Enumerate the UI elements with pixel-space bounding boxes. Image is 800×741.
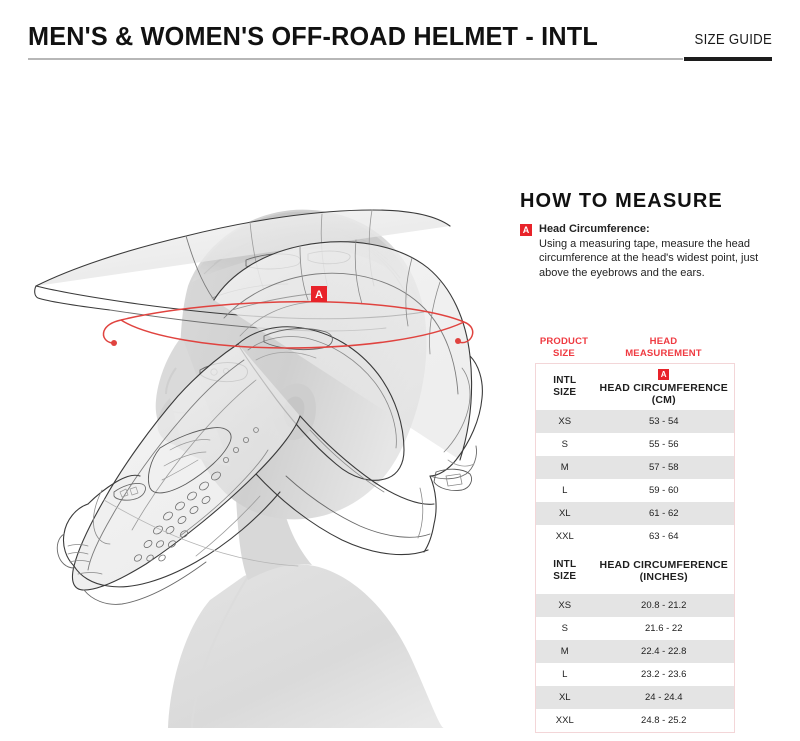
header-intl-size-inches: INTL SIZE xyxy=(535,548,594,594)
cell-value: 59 - 60 xyxy=(593,479,735,502)
measure-item-head-circumference: A Head Circumference: Using a measuring … xyxy=(520,222,785,280)
super-header-head-measurement: HEAD MEASUREMENT xyxy=(625,336,702,359)
measure-item-description: Using a measuring tape, measure the head… xyxy=(539,237,759,279)
cell-size: M xyxy=(535,456,594,479)
table-super-headers: PRODUCT SIZE HEAD MEASUREMENT xyxy=(535,336,734,363)
badge-a-icon-table: A xyxy=(658,369,670,380)
page-header: MEN'S & WOMEN'S OFF-ROAD HELMET - INTL S… xyxy=(0,0,800,68)
cell-value: 21.6 - 22 xyxy=(593,617,735,640)
cell-value: 24.8 - 25.2 xyxy=(593,709,735,733)
table-row: XXL 24.8 - 25.2 xyxy=(535,709,735,733)
cell-size: XXL xyxy=(535,709,594,733)
marker-a-badge: A xyxy=(311,286,327,302)
cell-value: 55 - 56 xyxy=(593,433,735,456)
cell-size: S xyxy=(535,433,594,456)
size-chart: PRODUCT SIZE HEAD MEASUREMENT INTL SIZE … xyxy=(535,336,735,733)
cell-value: 61 - 62 xyxy=(593,502,735,525)
table-row: XXL 63 - 64 xyxy=(535,525,735,548)
cell-value: 57 - 58 xyxy=(593,456,735,479)
size-table-body: INTL SIZE A HEAD CIRCUMFERENCE (CM) XS 5… xyxy=(535,363,735,733)
marker-a-label: A xyxy=(315,289,323,301)
table-row: M 22.4 - 22.8 xyxy=(535,640,735,663)
header-head-circumference-cm: A HEAD CIRCUMFERENCE (CM) xyxy=(593,363,735,410)
table-row: M 57 - 58 xyxy=(535,456,735,479)
table-row: XS 20.8 - 21.2 xyxy=(535,594,735,617)
header-divider-light xyxy=(28,58,683,60)
table-row: XS 53 - 54 xyxy=(535,410,735,433)
cell-value: 22.4 - 22.8 xyxy=(593,640,735,663)
cell-value: 24 - 24.4 xyxy=(593,686,735,709)
cell-value: 53 - 54 xyxy=(593,410,735,433)
helmet-illustration: A xyxy=(0,68,510,728)
cell-size: L xyxy=(535,479,594,502)
table-row: S 21.6 - 22 xyxy=(535,617,735,640)
cell-size: M xyxy=(535,640,594,663)
table-header-row-inches: INTL SIZE HEAD CIRCUMFERENCE (INCHES) xyxy=(535,548,735,594)
table-row: XL 61 - 62 xyxy=(535,502,735,525)
table-header-row-cm: INTL SIZE A HEAD CIRCUMFERENCE (CM) xyxy=(535,363,735,410)
table-row: L 59 - 60 xyxy=(535,479,735,502)
table-row: L 23.2 - 23.6 xyxy=(535,663,735,686)
super-header-product-size: PRODUCT SIZE xyxy=(539,336,589,359)
header-intl-size-cm: INTL SIZE xyxy=(535,363,594,410)
badge-a-icon: A xyxy=(520,224,532,236)
cell-value: 63 - 64 xyxy=(593,525,735,548)
cell-size: XS xyxy=(535,410,594,433)
page-title: MEN'S & WOMEN'S OFF-ROAD HELMET - INTL xyxy=(28,21,598,51)
header-head-circumference-inches: HEAD CIRCUMFERENCE (INCHES) xyxy=(593,548,735,594)
cell-size: XS xyxy=(535,594,594,617)
cell-size: XXL xyxy=(535,525,594,548)
table-row: S 55 - 56 xyxy=(535,433,735,456)
how-to-measure-title: HOW TO MEASURE xyxy=(520,190,723,212)
cell-value: 20.8 - 21.2 xyxy=(593,594,735,617)
cell-size: XL xyxy=(535,502,594,525)
measure-item-text: Head Circumference: Using a measuring ta… xyxy=(539,222,785,280)
measure-item-label: Head Circumference: xyxy=(539,223,650,235)
size-guide-label: SIZE GUIDE xyxy=(694,31,772,48)
cell-size: L xyxy=(535,663,594,686)
table-row: XL 24 - 24.4 xyxy=(535,686,735,709)
header-divider-dark xyxy=(684,57,772,61)
cell-size: XL xyxy=(535,686,594,709)
cell-size: S xyxy=(535,617,594,640)
how-to-measure-section: HOW TO MEASURE A Head Circumference: Usi… xyxy=(520,190,785,280)
cell-value: 23.2 - 23.6 xyxy=(593,663,735,686)
helmet-line-art xyxy=(34,209,483,605)
size-table: INTL SIZE A HEAD CIRCUMFERENCE (CM) XS 5… xyxy=(535,363,735,733)
